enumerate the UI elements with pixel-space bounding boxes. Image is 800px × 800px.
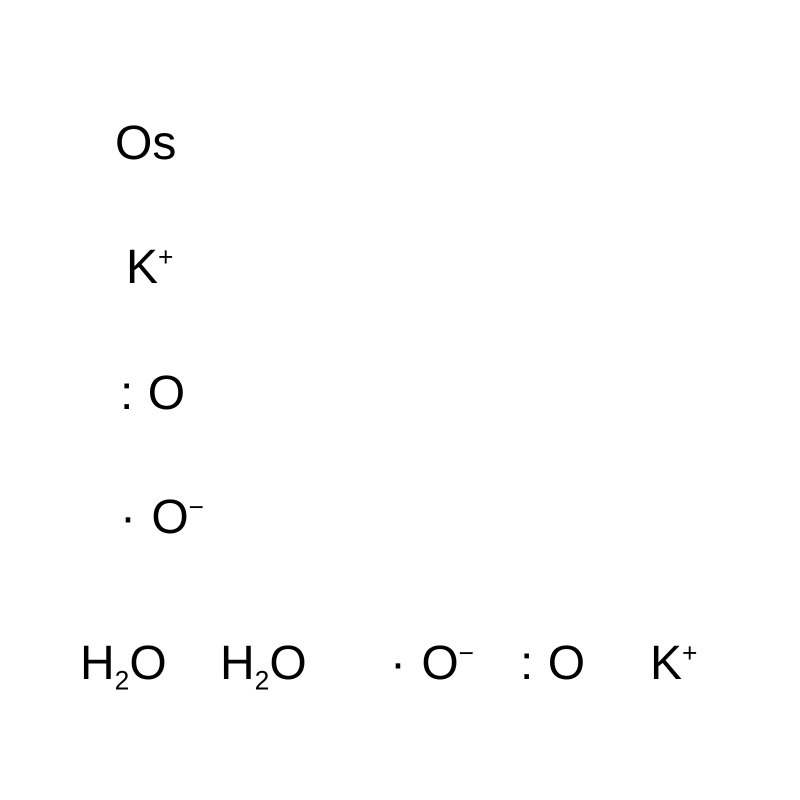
o-lp2-base: O — [548, 637, 585, 690]
fragment-h2o-1: H2O — [80, 640, 167, 688]
h2o-2-h: H — [220, 637, 255, 690]
fragment-k-cation-2: K+ — [650, 640, 697, 688]
h2o-2-o: O — [269, 637, 306, 690]
k1-charge: + — [158, 242, 173, 272]
o-anion2-charge: − — [459, 638, 474, 668]
h2o-2-sub: 2 — [255, 666, 270, 696]
fragment-o-anion-1: O− — [120, 494, 204, 542]
h2o-1-o: O — [129, 637, 166, 690]
fragment-o-anion-2: O− — [390, 640, 474, 688]
fragment-o-lonepair-2: O — [520, 640, 585, 688]
k1-base: K — [126, 241, 158, 294]
h2o-1-sub: 2 — [115, 666, 130, 696]
k2-base: K — [650, 637, 682, 690]
fragment-h2o-2: H2O — [220, 640, 307, 688]
k2-charge: + — [682, 638, 697, 668]
chemical-diagram-canvas: Os K+ O O− H2O H2O O− O K+ — [0, 0, 800, 800]
o-anion1-charge: − — [189, 492, 204, 522]
fragment-k-cation-1: K+ — [126, 244, 173, 292]
o-anion1-base: O — [151, 491, 188, 544]
h2o-1-h: H — [80, 637, 115, 690]
o-anion2-base: O — [421, 637, 458, 690]
fragment-os: Os — [115, 120, 176, 168]
fragment-o-lonepair-1: O — [120, 370, 185, 418]
o-lp1-base: O — [148, 367, 185, 420]
